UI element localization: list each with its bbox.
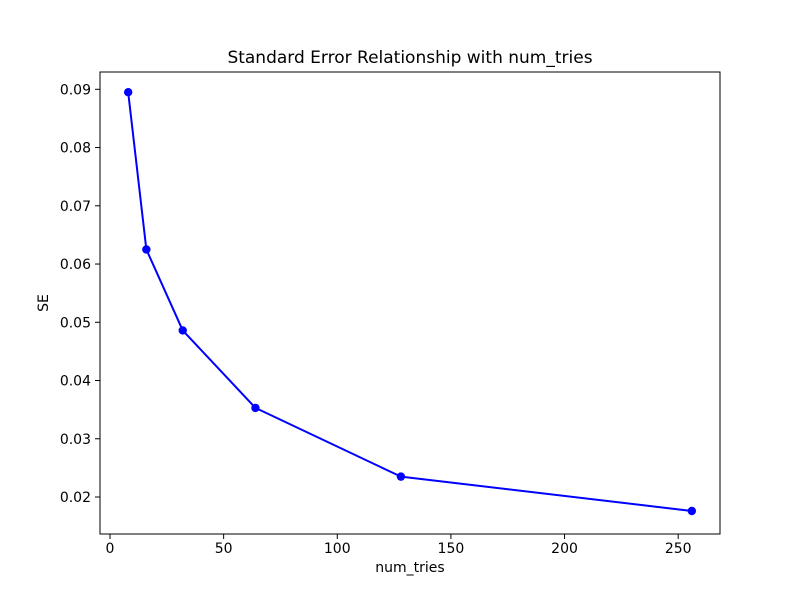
x-axis-label: num_tries <box>375 560 444 576</box>
y-tick-label: 0.07 <box>60 199 91 215</box>
y-tick-label: 0.02 <box>60 490 91 506</box>
series-line <box>127 91 693 512</box>
y-tick-label: 0.04 <box>60 374 91 390</box>
data-point <box>687 506 697 516</box>
axes-frame <box>99 71 721 535</box>
data-point <box>178 326 187 335</box>
y-tick-label: 0.08 <box>60 141 91 157</box>
x-tick-label: 50 <box>215 541 233 557</box>
data-point <box>123 88 133 97</box>
x-tick-label: 100 <box>324 541 351 557</box>
x-tick-label: 250 <box>665 541 692 557</box>
y-tick-label: 0.09 <box>60 82 91 98</box>
data-point <box>396 472 406 481</box>
x-tick-label: 0 <box>106 541 115 557</box>
x-tick-label: 150 <box>438 541 465 557</box>
chart-title: Standard Error Relationship with num_tri… <box>227 48 592 68</box>
y-axis-label: SE <box>36 294 52 312</box>
data-point <box>142 245 151 254</box>
y-tick-label: 0.05 <box>60 315 91 331</box>
x-tick-label: 200 <box>551 541 578 557</box>
data-point <box>251 403 260 413</box>
y-tick-label: 0.06 <box>60 257 91 273</box>
y-tick-label: 0.03 <box>60 432 91 448</box>
plot-area: 0 50 100 150 200 250 0.02 0.03 0.04 0.05 0.06 0.07 0… <box>60 71 721 557</box>
